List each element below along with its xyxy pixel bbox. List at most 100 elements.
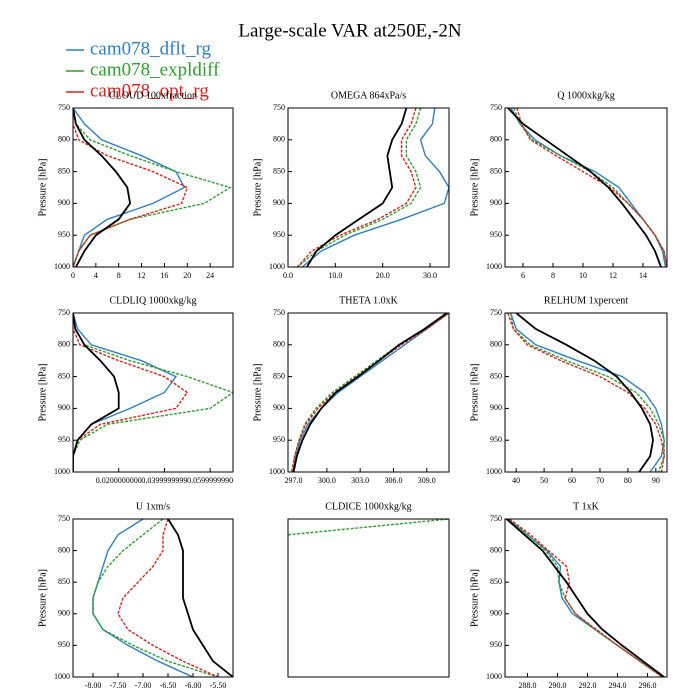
x-tick-label: 6 (521, 271, 525, 280)
profile-line (296, 108, 417, 267)
x-tick-label: 306.0 (384, 476, 402, 485)
profile-line (292, 313, 449, 472)
x-tick-label: 294.0 (609, 681, 627, 690)
profile-line (292, 313, 448, 472)
legend-label: cam078_dflt_rg (90, 38, 212, 59)
plot-frame (287, 312, 450, 473)
x-tick-label: 16 (160, 271, 168, 280)
x-tick-label: 0.0599999990 (187, 476, 233, 485)
plot-frame (287, 518, 450, 678)
y-tick-label: 1000 (486, 262, 502, 271)
y-tick-label: 800 (490, 135, 502, 144)
x-tick-label: 12 (138, 271, 146, 280)
y-tick-label: 800 (58, 340, 70, 349)
y-tick-label: 1000 (486, 467, 502, 476)
profile-line (288, 519, 449, 536)
profile-line (290, 313, 449, 472)
y-tick-label: 900 (490, 609, 502, 618)
profile-line (73, 313, 177, 472)
panel-title: CLDICE 1000xkg/kg (325, 501, 411, 512)
y-tick-label: 800 (273, 135, 285, 144)
profile-line (73, 313, 189, 472)
y-axis-label: Pressure [hPa] (37, 158, 48, 216)
plot-frame (504, 312, 668, 473)
x-tick-label: 292.0 (579, 681, 597, 690)
profile-line (505, 519, 665, 677)
plot-frame (72, 518, 234, 678)
y-tick-label: 1000 (269, 467, 285, 476)
x-tick-label: 20.0 (376, 271, 390, 280)
panel-title: RELHUM 1xpercent (544, 295, 628, 306)
y-tick-label: 950 (490, 640, 502, 649)
y-tick-label: 950 (58, 640, 70, 649)
panel-title: OMEGA 864xPa/s (331, 90, 406, 101)
profile-line (291, 313, 449, 472)
y-tick-label: 850 (490, 577, 502, 586)
x-tick-label: 0.0200000000 (96, 476, 142, 485)
y-axis-label: Pressure [hPa] (469, 569, 480, 627)
y-tick-label: 800 (58, 545, 70, 554)
y-tick-label: 750 (58, 103, 70, 112)
y-tick-label: 850 (58, 577, 70, 586)
profile-line (73, 108, 232, 267)
y-tick-label: 950 (490, 435, 502, 444)
x-tick-label: -8.00 (85, 681, 102, 690)
plot-frame (504, 518, 668, 678)
x-tick-label: 296.0 (639, 681, 657, 690)
profile-line (507, 108, 662, 267)
y-axis-label: Pressure [hPa] (37, 363, 48, 421)
profile-line (509, 519, 663, 677)
profile-line (516, 108, 667, 267)
x-tick-label: 40 (512, 476, 520, 485)
x-tick-label: 297.0 (285, 476, 303, 485)
profile-line (73, 108, 132, 267)
x-tick-label: 8 (117, 271, 121, 280)
x-tick-label: 303.0 (351, 476, 369, 485)
y-tick-label: 950 (490, 230, 502, 239)
panel-title: THETA 1.0xK (339, 295, 398, 306)
plot-frame (72, 312, 234, 473)
profile-line (507, 519, 663, 677)
x-tick-label: 12 (609, 271, 617, 280)
y-axis-label: Pressure [hPa] (469, 158, 480, 216)
panel-title: CLDLIQ 1000xkg/kg (110, 295, 197, 306)
x-tick-label: 8 (551, 271, 555, 280)
profile-line (509, 313, 665, 472)
x-tick-label: 309.0 (418, 476, 436, 485)
x-tick-label: 10 (579, 271, 587, 280)
y-tick-label: 900 (490, 198, 502, 207)
profile-line (92, 519, 194, 677)
panel-title: T 1xK (573, 501, 599, 512)
profile-line (301, 108, 449, 267)
y-tick-label: 850 (490, 371, 502, 380)
y-tick-label: 900 (273, 198, 285, 207)
y-tick-label: 900 (490, 403, 502, 412)
y-tick-label: 1000 (486, 672, 502, 681)
y-tick-label: 900 (58, 609, 70, 618)
legend-label: cam078_opt_rg (90, 80, 209, 101)
y-tick-label: 1000 (54, 672, 70, 681)
x-tick-label: 90 (652, 476, 660, 485)
y-tick-label: 750 (490, 308, 502, 317)
profile-line (73, 108, 189, 267)
profile-line (73, 108, 186, 267)
x-tick-label: -6.00 (185, 681, 202, 690)
x-tick-label: 0 (71, 271, 75, 280)
panel-title: Q 1000xkg/kg (557, 90, 615, 101)
y-tick-label: 750 (490, 103, 502, 112)
x-tick-label: -6.50 (160, 681, 177, 690)
profile-line (117, 519, 219, 677)
y-tick-label: 850 (273, 166, 285, 175)
plot-frame (72, 107, 234, 268)
y-tick-label: 850 (58, 371, 70, 380)
profile-line (306, 108, 408, 267)
x-tick-label: -7.50 (110, 681, 127, 690)
y-tick-label: 750 (490, 514, 502, 523)
x-tick-label: 14 (639, 271, 647, 280)
x-tick-label: 4 (94, 271, 98, 280)
panel-title: U 1xm/s (136, 501, 170, 512)
y-tick-label: 800 (490, 545, 502, 554)
plot-frame (287, 107, 450, 268)
y-tick-label: 950 (273, 435, 285, 444)
x-tick-label: 30.0 (423, 271, 437, 280)
